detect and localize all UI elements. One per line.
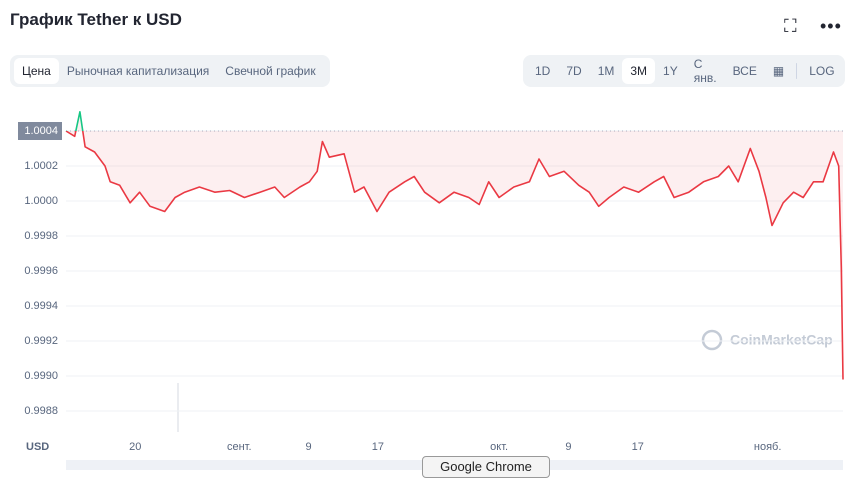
price-line (65, 111, 844, 380)
x-tick-label: 9 (305, 441, 311, 453)
range-button[interactable]: 3M (622, 58, 656, 84)
range-button[interactable]: ВСЕ (732, 64, 757, 78)
fullscreen-icon[interactable]: ⛶ (784, 16, 797, 36)
x-tick-label: нояб. (754, 441, 782, 453)
range-button[interactable]: 1D (535, 64, 551, 78)
area (66, 111, 843, 380)
y-tick-label: 1.0004 (24, 125, 58, 137)
log-button[interactable]: LOG (809, 64, 835, 78)
range-group: 1D 7D 1M 3M 1Y С янв. ВСЕ ▦ LOG (523, 55, 845, 87)
os-tooltip: Google Chrome (422, 456, 550, 478)
y-tick-label: 1.0000 (24, 195, 58, 207)
x-tick-label: 20 (129, 441, 141, 453)
y-tick-label: 0.9994 (24, 300, 58, 312)
y-axis-label: USD (26, 441, 49, 453)
watermark: CoinMarketCap (730, 332, 833, 348)
separator (796, 63, 798, 79)
x-tick-label: 17 (372, 441, 384, 453)
y-tick-label: 0.9988 (24, 405, 58, 417)
range-button[interactable]: 7D (566, 64, 582, 78)
watermark-logo (701, 329, 723, 351)
y-tick-label: 0.9998 (24, 230, 58, 242)
calendar-icon[interactable]: ▦ (772, 64, 785, 78)
y-tick-label: 1.0002 (24, 160, 58, 172)
x-tick-label: окт. (490, 441, 508, 453)
tab[interactable]: Цена (14, 58, 59, 84)
current-price-box (18, 122, 62, 140)
page-title: График Tether к USD (10, 10, 182, 29)
tab-group: Цена Рыночная капитализация Свечной график (10, 55, 330, 87)
x-tick-label: сент. (227, 441, 252, 453)
tab[interactable]: Свечной график (225, 64, 316, 78)
range-button[interactable]: С янв. (693, 57, 717, 85)
tab[interactable]: Рыночная капитализация (66, 64, 210, 78)
x-tick-label: 17 (632, 441, 644, 453)
y-tick-label: 0.9990 (24, 370, 58, 382)
range-button[interactable]: 1M (597, 64, 615, 78)
y-tick-label: 0.9992 (24, 335, 58, 347)
more-icon[interactable]: ••• (820, 16, 842, 36)
x-tick-label: 9 (565, 441, 571, 453)
range-button[interactable]: 1Y (663, 64, 678, 78)
y-tick-label: 0.9996 (24, 265, 58, 277)
